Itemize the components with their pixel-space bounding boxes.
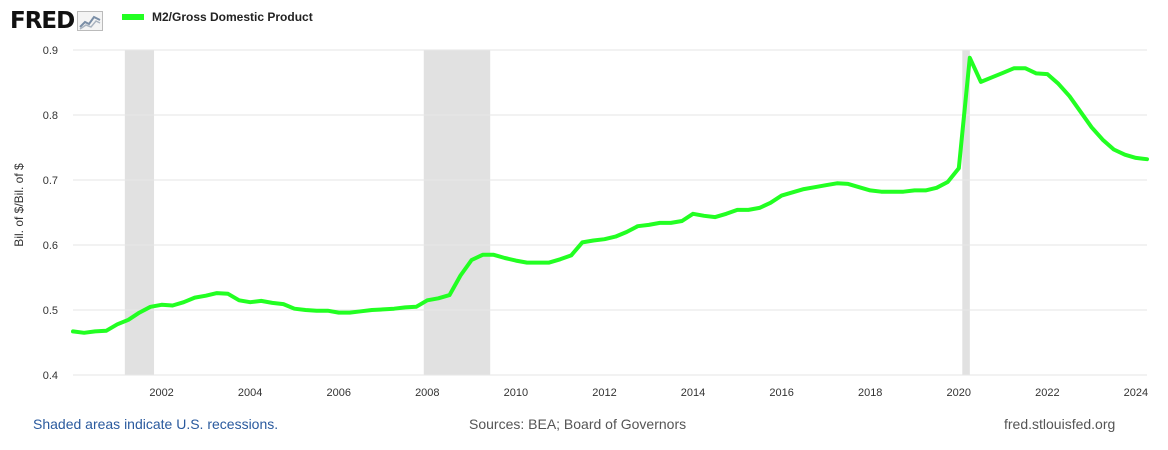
- site-link[interactable]: fred.stlouisfed.org: [1004, 416, 1116, 432]
- x-tick-label: 2004: [238, 387, 262, 399]
- y-tick-label: 0.5: [43, 305, 58, 317]
- line-chart[interactable]: 0.40.50.60.70.80.9 2002 2004 2006 2008 2010 2…: [0, 0, 1168, 410]
- y-axis-title: Bil. of $/Bil. of $: [12, 163, 26, 247]
- y-tick-label: 0.7: [43, 175, 58, 187]
- recession-band: [962, 50, 970, 375]
- y-tick-labels: 0.4 0.5 0.6 0.7 0.8 0.9: [43, 45, 58, 382]
- x-tick-label: 2018: [858, 387, 882, 399]
- x-tick-label: 2008: [415, 387, 439, 399]
- fred-logo-text: FRED: [10, 8, 75, 34]
- x-tick-label: 2010: [504, 387, 528, 399]
- x-tick-label: 2016: [769, 387, 793, 399]
- x-tick-labels: 2002 2004 2006 2008 2010 2012 2014 2016 2018 2020…: [149, 387, 1148, 399]
- recession-shading: [124, 50, 970, 375]
- x-tick-label: 2020: [947, 387, 971, 399]
- x-tick-label: 2024: [1124, 387, 1148, 399]
- x-tick-label: 2002: [149, 387, 173, 399]
- series-line[interactable]: [71, 55, 1149, 335]
- grid-lines: [73, 49, 1147, 376]
- x-tick-label: 2022: [1035, 387, 1059, 399]
- y-tick-label: 0.9: [43, 45, 58, 57]
- series-lines: [71, 55, 1149, 335]
- fred-logo[interactable]: FRED: [10, 6, 104, 36]
- recession-band: [423, 50, 491, 375]
- y-tick-label: 0.6: [43, 240, 58, 252]
- y-tick-label: 0.4: [43, 370, 58, 382]
- sources-text: Sources: BEA; Board of Governors: [469, 416, 687, 432]
- x-tick-label: 2006: [326, 387, 350, 399]
- x-tick-label: 2012: [592, 387, 616, 399]
- chart-legend[interactable]: M2/Gross Domestic Product: [122, 10, 313, 24]
- recession-band: [124, 50, 155, 375]
- legend-swatch: [122, 14, 144, 20]
- y-tick-label: 0.8: [43, 110, 58, 122]
- x-tick-label: 2014: [681, 387, 705, 399]
- line-graph-icon: [77, 11, 104, 31]
- recession-note-link[interactable]: Shaded areas indicate U.S. recessions.: [33, 416, 279, 432]
- legend-label: M2/Gross Domestic Product: [152, 10, 313, 24]
